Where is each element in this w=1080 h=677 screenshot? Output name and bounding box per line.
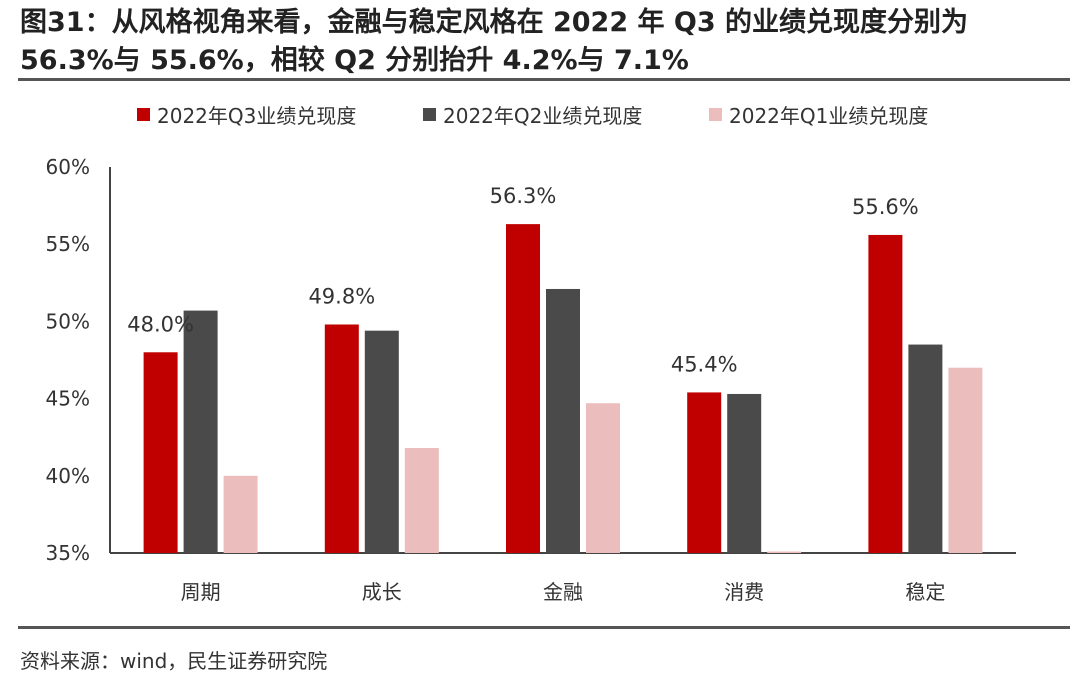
bar-q2-2 bbox=[546, 288, 580, 553]
bar-q3-3 bbox=[687, 392, 722, 553]
data-labels: 48.0% 49.8% 56.3% 45.4% 55.6% bbox=[127, 184, 919, 376]
y-tick-label: 35% bbox=[46, 541, 90, 565]
title-divider bbox=[18, 78, 1070, 81]
y-tick-label: 60% bbox=[46, 155, 90, 179]
y-axis: 35% 40% 45% 50% 55% 60% bbox=[46, 155, 111, 565]
bar-q1-3 bbox=[767, 551, 802, 553]
bar-q1-4 bbox=[948, 367, 983, 553]
bars bbox=[143, 224, 983, 554]
legend-swatch-q2 bbox=[423, 108, 436, 121]
source-note: 资料来源：wind，民生证券研究院 bbox=[20, 649, 328, 673]
x-axis: 周期 成长 金融 消费 稳定 bbox=[110, 552, 1016, 604]
legend-swatch-q1 bbox=[709, 108, 722, 121]
x-tick-label: 金融 bbox=[543, 580, 583, 604]
legend-swatch-q3 bbox=[137, 108, 150, 121]
legend: 2022年Q3业绩兑现度 2022年Q2业绩兑现度 2022年Q1业绩兑现度 bbox=[137, 104, 928, 128]
legend-label-q1: 2022年Q1业绩兑现度 bbox=[729, 104, 928, 128]
legend-label-q3: 2022年Q3业绩兑现度 bbox=[157, 104, 356, 128]
x-tick-label: 消费 bbox=[724, 580, 764, 604]
data-label: 55.6% bbox=[852, 195, 919, 219]
data-label: 45.4% bbox=[671, 352, 738, 376]
bar-q1-0 bbox=[223, 475, 258, 553]
y-tick-label: 55% bbox=[46, 232, 90, 256]
bar-q1-2 bbox=[586, 403, 620, 553]
legend-label-q2: 2022年Q2业绩兑现度 bbox=[443, 104, 642, 128]
x-tick-label: 周期 bbox=[181, 580, 221, 604]
data-label: 56.3% bbox=[490, 184, 557, 208]
data-label: 48.0% bbox=[127, 312, 194, 336]
bar-q3-1 bbox=[324, 324, 359, 553]
y-tick-label: 40% bbox=[46, 464, 90, 488]
y-tick-label: 45% bbox=[46, 387, 90, 411]
x-tick-label: 成长 bbox=[362, 580, 402, 604]
bar-q2-0 bbox=[183, 310, 218, 553]
bar-q3-0 bbox=[143, 352, 178, 553]
y-tick-label: 50% bbox=[46, 309, 90, 333]
data-label: 49.8% bbox=[308, 284, 375, 308]
bar-q1-1 bbox=[404, 448, 439, 553]
bar-q3-2 bbox=[506, 224, 540, 554]
bar-q3-4 bbox=[868, 234, 903, 553]
chart-title: 图31：从风格视角来看，金融与稳定风格在 2022 年 Q3 的业绩兑现度分别为… bbox=[20, 7, 969, 76]
bar-q2-1 bbox=[364, 330, 399, 553]
bar-q2-4 bbox=[908, 344, 943, 553]
footer-divider bbox=[18, 626, 1070, 629]
bar-q2-3 bbox=[727, 393, 762, 553]
x-tick-label: 稳定 bbox=[905, 580, 945, 604]
